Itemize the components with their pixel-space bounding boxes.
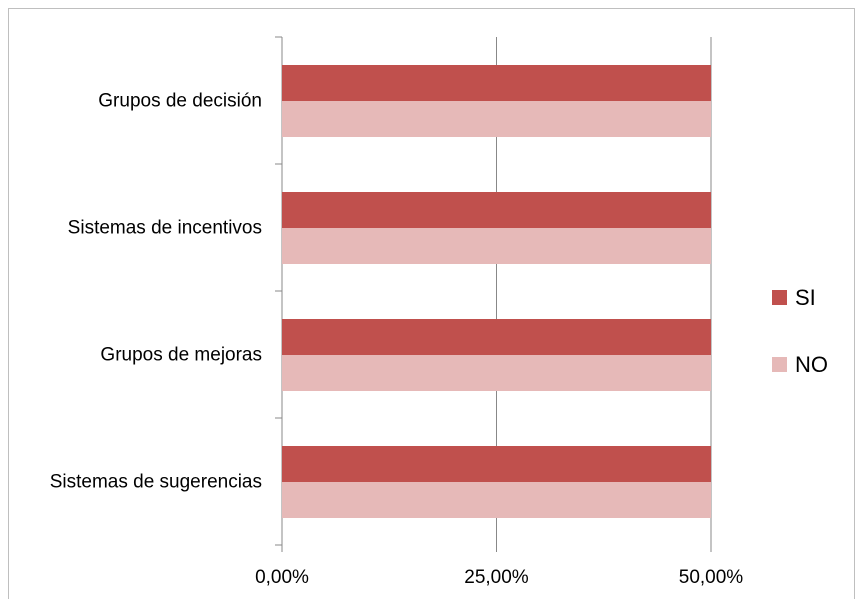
bar: [282, 319, 711, 355]
y-tick-label: Sistemas de sugerencias: [50, 472, 262, 493]
y-tick-label: Grupos de decisión: [98, 91, 262, 112]
legend-swatch: [772, 357, 787, 372]
bar: [282, 482, 711, 518]
bar: [282, 65, 711, 101]
legend-label: NO: [795, 352, 828, 377]
bar: [282, 446, 711, 482]
y-tick-label: Grupos de mejoras: [100, 345, 262, 366]
legend-swatch: [772, 290, 787, 305]
bar: [282, 192, 711, 228]
bar: [282, 355, 711, 391]
legend-label: SI: [795, 285, 816, 310]
x-tick-label: 25,00%: [464, 567, 529, 588]
bar: [282, 228, 711, 264]
bar: [282, 101, 711, 137]
y-tick-label: Sistemas de incentivos: [68, 218, 262, 239]
x-tick-label: 0,00%: [255, 567, 309, 588]
x-tick-label: 50,00%: [679, 567, 744, 588]
